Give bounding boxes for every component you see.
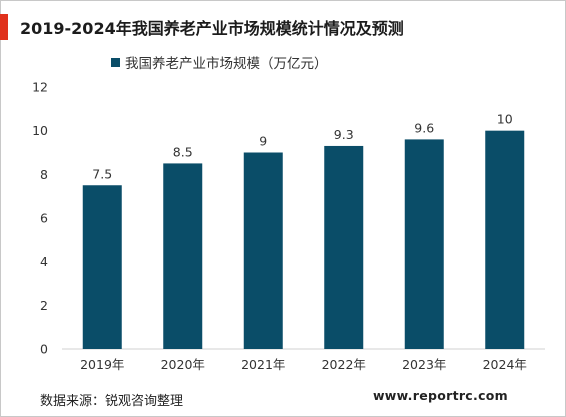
x-tick-label: 2024年 — [483, 357, 527, 372]
x-tick-label: 2022年 — [322, 357, 366, 372]
y-tick-label: 2 — [40, 298, 48, 313]
data-label: 10 — [497, 112, 513, 127]
legend-swatch — [111, 57, 120, 67]
legend-label: 我国养老产业市场规模（万亿元） — [125, 56, 328, 72]
bar — [324, 145, 364, 349]
x-tick-label: 2023年 — [402, 357, 446, 372]
y-tick-label: 8 — [40, 167, 48, 182]
chart-legend: 我国养老产业市场规模（万亿元） — [111, 52, 328, 72]
data-label: 9.3 — [334, 127, 354, 142]
data-source-note: 数据来源：锐观咨询整理 — [40, 394, 184, 409]
x-tick-label: 2021年 — [241, 357, 285, 372]
data-label: 8.5 — [173, 144, 193, 159]
bar — [163, 163, 203, 349]
data-label: 9.6 — [414, 120, 434, 135]
y-tick-label: 0 — [40, 342, 48, 357]
bar — [82, 185, 122, 349]
bar — [485, 130, 525, 349]
page-title: 2019-2024年我国养老产业市场规模统计情况及预测 — [20, 19, 404, 38]
y-tick-label: 10 — [32, 123, 48, 138]
data-label: 9 — [259, 134, 267, 149]
title-bar: 2019-2024年我国养老产业市场规模统计情况及预测 — [0, 14, 404, 40]
title-accent-bar — [0, 14, 8, 40]
website-watermark: www.reportrc.com — [372, 388, 508, 403]
x-tick-label: 2020年 — [161, 357, 205, 372]
x-tick-label: 2019年 — [80, 357, 124, 372]
y-tick-label: 4 — [40, 254, 48, 269]
y-tick-label: 6 — [40, 211, 48, 226]
bar — [404, 139, 444, 349]
data-label: 7.5 — [92, 166, 112, 181]
bar — [243, 152, 283, 349]
y-tick-label: 12 — [32, 80, 48, 95]
